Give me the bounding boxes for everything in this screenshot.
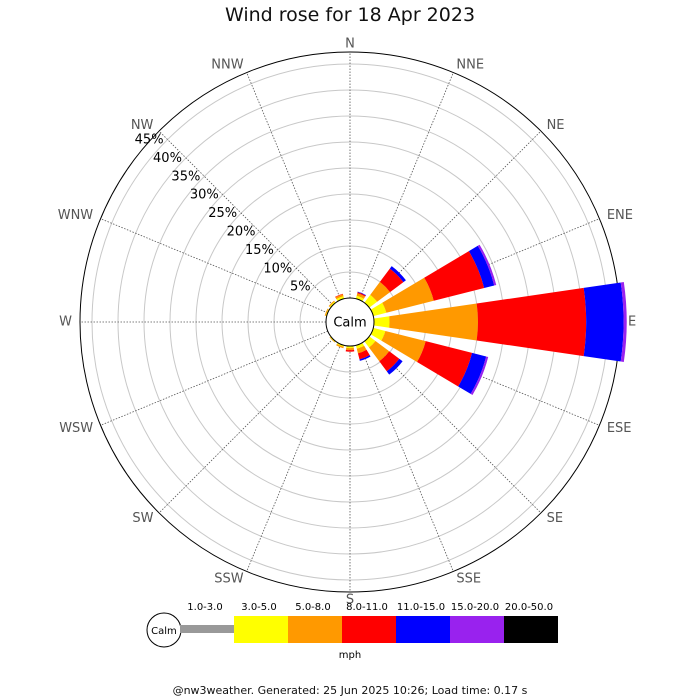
direction-label-ene: ENE — [607, 208, 633, 223]
bar-sse-bin-3 — [356, 345, 367, 354]
bar-ne-bin-4 — [379, 268, 404, 293]
direction-label-s: S — [346, 593, 354, 608]
ring-label-10: 10% — [263, 261, 292, 276]
direction-label-nw: NW — [131, 118, 154, 133]
bar-e-bin-6 — [620, 282, 627, 362]
bar-sse-bin-5 — [359, 355, 371, 361]
bar-ene-bin-6 — [477, 244, 497, 286]
bar-ene-bin-5 — [468, 245, 495, 289]
bar-ese-bin-2 — [370, 327, 386, 341]
bar-nw-bin-3 — [328, 300, 335, 307]
legend-label-7: 20.0-50.0 — [505, 602, 553, 613]
calm-circle — [325, 297, 375, 347]
bar-wnw-bin-3 — [324, 308, 329, 316]
legend-swatch-2 — [234, 616, 288, 643]
bar-s-bin-3 — [345, 347, 355, 351]
direction-label-w: W — [59, 315, 72, 330]
direction-label-nne: NNE — [456, 58, 484, 73]
ring-label-30: 30% — [190, 188, 219, 203]
bar-e-bin-5 — [583, 282, 624, 362]
ring-label-15: 15% — [245, 243, 274, 258]
direction-label-nnw: NNW — [211, 58, 243, 73]
legend-label-2: 3.0-5.0 — [241, 602, 276, 613]
spoke-ssw — [246, 344, 342, 572]
direction-label-se: SE — [547, 511, 563, 526]
direction-label-e: E — [628, 315, 636, 330]
ring-label-5: 5% — [290, 280, 311, 295]
calm-label: Calm — [333, 316, 366, 331]
direction-label-wnw: WNW — [58, 208, 94, 223]
direction-label-ne: NE — [547, 118, 565, 133]
chart-title: Wind rose for 18 Apr 2023 — [224, 4, 476, 26]
ring-label-25: 25% — [208, 206, 237, 221]
legend-label-3: 5.0-8.0 — [295, 602, 330, 613]
bar-ese-bin-3 — [381, 330, 426, 362]
bar-ne-bin-5 — [389, 266, 406, 283]
spoke-se — [366, 338, 542, 514]
bar-e-bin-2 — [373, 316, 390, 328]
bar-nne-bin-3 — [356, 293, 366, 299]
spoke-sw — [158, 338, 334, 514]
bar-nw-bin-2 — [329, 301, 336, 308]
spoke-nw — [158, 130, 334, 306]
bar-ne-bin-2 — [364, 294, 378, 308]
bar-e-bin-3 — [389, 303, 478, 341]
legend-swatch-4 — [342, 616, 396, 643]
bar-nnw-bin-4 — [335, 293, 343, 298]
legend-swatch-5 — [396, 616, 450, 643]
bar-sse-bin-4 — [357, 349, 370, 360]
bar-ene-bin-4 — [424, 251, 485, 301]
bar-ne-bin-3 — [370, 281, 391, 302]
ring-label-45: 45% — [135, 133, 164, 148]
direction-label-ese: ESE — [607, 421, 632, 436]
spoke-ne — [366, 130, 542, 306]
legend-unit: mph — [339, 650, 361, 661]
spoke-ese — [372, 330, 600, 426]
bar-se-bin-4 — [379, 351, 400, 372]
direction-label-sw: SW — [132, 511, 153, 526]
legend-label-6: 15.0-20.0 — [451, 602, 499, 613]
legend-swatch-3 — [288, 616, 342, 643]
spoke-nne — [358, 72, 454, 300]
bar-nnw-bin-2 — [336, 296, 345, 302]
bar-nnw-bin-3 — [335, 294, 344, 300]
bar-nne-bin-4 — [357, 292, 366, 297]
legend-label-4: 8.0-11.0 — [346, 602, 388, 613]
direction-label-sse: SSE — [456, 571, 481, 586]
ring-label-20: 20% — [227, 224, 256, 239]
ring-label-35: 35% — [171, 169, 200, 184]
bar-e-bin-4 — [476, 287, 587, 357]
ring-label-40: 40% — [153, 151, 182, 166]
legend-swatch-6 — [450, 616, 504, 643]
direction-label-wsw: WSW — [59, 421, 93, 436]
bar-ese-bin-5 — [458, 352, 487, 394]
bar-nne-bin-2 — [355, 295, 364, 302]
legend-calm-label: Calm — [151, 626, 177, 637]
legend-label-5: 11.0-15.0 — [397, 602, 445, 613]
bar-sw-bin-3 — [329, 336, 336, 343]
legend-swatch-7 — [504, 616, 558, 643]
spoke-nnw — [246, 72, 342, 300]
bar-s-bin-4 — [345, 349, 355, 352]
spoke-wnw — [100, 218, 328, 314]
bar-sse-bin-2 — [355, 342, 365, 349]
legend-label-1: 1.0-3.0 — [187, 602, 222, 613]
bar-ene-bin-3 — [382, 277, 434, 313]
legend-swatch-1 — [180, 625, 234, 633]
bar-se-bin-5 — [386, 358, 403, 375]
bar-ese-bin-6 — [470, 356, 489, 395]
footer-credit: @nw3weather. Generated: 25 Jun 2025 10:2… — [172, 684, 528, 697]
direction-label-ssw: SSW — [214, 571, 244, 586]
bar-ene-bin-2 — [370, 302, 387, 317]
direction-label-n: N — [345, 37, 355, 52]
bar-se-bin-3 — [369, 341, 390, 362]
spoke-wsw — [100, 330, 328, 426]
bar-nne-bin-5 — [357, 291, 367, 296]
spoke-sse — [358, 344, 454, 572]
bar-ssw-bin-3 — [336, 343, 344, 349]
bar-ese-bin-4 — [417, 341, 473, 387]
